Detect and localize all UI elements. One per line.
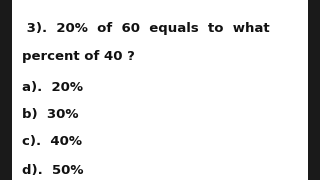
Text: d).  50%: d). 50% — [22, 164, 84, 177]
Text: a).  20%: a). 20% — [22, 81, 84, 94]
Bar — [308, 0, 320, 180]
Bar — [0, 0, 12, 180]
Text: c).  40%: c). 40% — [22, 135, 83, 148]
Text: 3).  20%  of  60  equals  to  what: 3). 20% of 60 equals to what — [22, 22, 270, 35]
Text: b)  30%: b) 30% — [22, 108, 79, 121]
Text: percent of 40 ?: percent of 40 ? — [22, 50, 135, 63]
